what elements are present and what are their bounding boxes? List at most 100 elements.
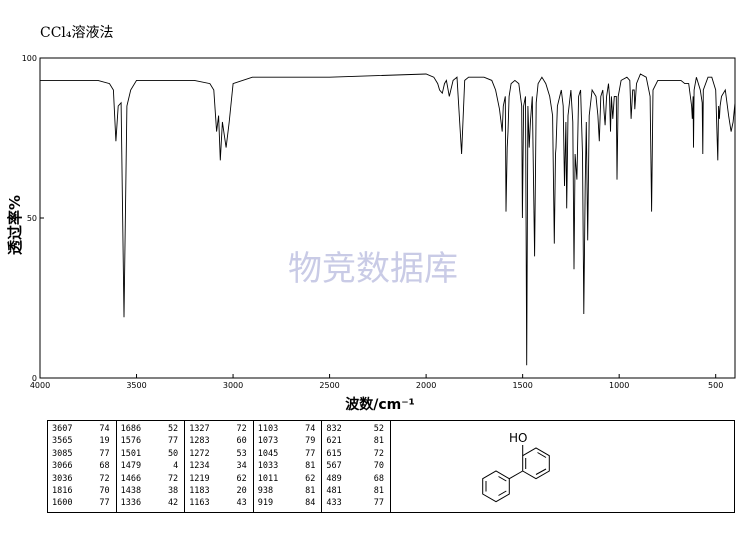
peak-wavenumber: 1466 bbox=[120, 473, 142, 484]
peak-wavenumber: 832 bbox=[326, 424, 342, 434]
peak-wavenumber: 621 bbox=[326, 436, 342, 447]
x-tick-label: 2500 bbox=[319, 381, 339, 390]
peak-row: 1479 4 bbox=[117, 460, 185, 472]
peak-wavenumber: 489 bbox=[326, 473, 342, 484]
peak-row: 1234 34 bbox=[185, 460, 253, 472]
peak-wavenumber: 1183 bbox=[189, 485, 210, 496]
peak-row: 938 81 bbox=[254, 485, 322, 497]
peak-transmittance: 77 bbox=[99, 448, 110, 459]
peak-wavenumber: 938 bbox=[257, 485, 274, 496]
peak-transmittance: 81 bbox=[305, 485, 316, 496]
peak-row: 3066 68 bbox=[48, 460, 116, 472]
x-tick-label: 3000 bbox=[223, 381, 243, 390]
peak-wavenumber: 1272 bbox=[189, 448, 210, 459]
peak-wavenumber: 567 bbox=[326, 461, 342, 472]
peak-wavenumber: 1816 bbox=[52, 485, 73, 496]
x-tick-label: 1500 bbox=[512, 381, 532, 390]
peak-row: 1600 77 bbox=[48, 497, 116, 509]
peak-column: 1103 74 1073 79 1045 77 1033 81 1011 62 938 81 919 84 bbox=[254, 421, 323, 512]
peak-transmittance: 74 bbox=[305, 424, 316, 434]
peak-row: 832 52 bbox=[322, 423, 390, 435]
x-tick-label: 500 bbox=[708, 381, 723, 390]
peak-row: 3036 72 bbox=[48, 473, 116, 485]
structure-label: HO bbox=[509, 431, 527, 445]
peak-transmittance: 19 bbox=[99, 436, 110, 447]
x-tick-label: 2000 bbox=[416, 381, 436, 390]
peak-wavenumber: 1501 bbox=[120, 448, 142, 459]
peak-row: 1327 72 bbox=[185, 423, 253, 435]
peak-row: 1283 60 bbox=[185, 435, 253, 447]
peak-transmittance: 70 bbox=[373, 461, 384, 472]
peak-wavenumber: 919 bbox=[257, 498, 274, 509]
x-tick-label: 3500 bbox=[126, 381, 146, 390]
peak-row: 1466 72 bbox=[117, 473, 185, 485]
peak-row: 1033 81 bbox=[254, 460, 322, 472]
peak-row: 1272 53 bbox=[185, 448, 253, 460]
peak-row: 621 81 bbox=[322, 435, 390, 447]
peak-transmittance: 77 bbox=[373, 498, 384, 509]
peak-transmittance: 68 bbox=[373, 473, 384, 484]
peak-wavenumber: 481 bbox=[326, 485, 342, 496]
x-tick-label: 4000 bbox=[30, 381, 50, 390]
peak-wavenumber: 3036 bbox=[52, 473, 73, 484]
spectrum-line bbox=[40, 73, 736, 366]
peak-wavenumber: 1327 bbox=[189, 424, 210, 434]
peak-row: 3607 74 bbox=[48, 423, 116, 435]
peak-row: 1501 50 bbox=[117, 448, 185, 460]
peak-transmittance: 62 bbox=[236, 473, 247, 484]
peak-wavenumber: 3085 bbox=[52, 448, 73, 459]
peak-transmittance: 34 bbox=[236, 461, 247, 472]
peak-table: 3607 74 3565 19 3085 77 3066 68 3036 72 1816 70 1600… bbox=[47, 420, 391, 513]
peak-wavenumber: 1219 bbox=[189, 473, 210, 484]
peak-wavenumber: 433 bbox=[326, 498, 342, 509]
peak-transmittance: 4 bbox=[173, 461, 179, 472]
peak-wavenumber: 1600 bbox=[52, 498, 73, 509]
peak-row: 615 72 bbox=[322, 448, 390, 460]
peak-wavenumber: 1336 bbox=[120, 498, 142, 509]
peak-column: 1327 72 1283 60 1272 53 1234 34 1219 62 1183 20 1163… bbox=[185, 421, 254, 512]
peak-row: 1103 74 bbox=[254, 423, 322, 435]
peak-row: 1011 62 bbox=[254, 473, 322, 485]
peak-transmittance: 72 bbox=[99, 473, 110, 484]
peak-wavenumber: 1011 bbox=[257, 473, 279, 484]
peak-wavenumber: 1033 bbox=[257, 461, 279, 472]
peak-column: 1686 52 1576 77 1501 50 1479 4 1466 72 1438 38 1336 4… bbox=[117, 421, 186, 512]
y-tick-label: 0 bbox=[32, 374, 37, 383]
peak-transmittance: 42 bbox=[167, 498, 179, 509]
peak-transmittance: 74 bbox=[99, 424, 110, 434]
peak-wavenumber: 1686 bbox=[120, 424, 142, 434]
peak-transmittance: 60 bbox=[236, 436, 247, 447]
peak-transmittance: 62 bbox=[305, 473, 316, 484]
page-title: CCl₄溶液法 bbox=[40, 25, 114, 41]
peak-row: 3085 77 bbox=[48, 448, 116, 460]
peak-wavenumber: 1163 bbox=[189, 498, 210, 509]
peak-transmittance: 72 bbox=[373, 448, 384, 459]
peak-row: 433 77 bbox=[322, 497, 390, 509]
peak-wavenumber: 1283 bbox=[189, 436, 210, 447]
peak-transmittance: 81 bbox=[305, 461, 316, 472]
peak-transmittance: 70 bbox=[99, 485, 110, 496]
peak-wavenumber: 1479 bbox=[120, 461, 142, 472]
peak-wavenumber: 3066 bbox=[52, 461, 73, 472]
peak-transmittance: 68 bbox=[99, 461, 110, 472]
peak-row: 1686 52 bbox=[117, 423, 185, 435]
peak-wavenumber: 1073 bbox=[257, 436, 279, 447]
peak-wavenumber: 1045 bbox=[257, 448, 279, 459]
peak-row: 1336 42 bbox=[117, 497, 185, 509]
peak-row: 1163 43 bbox=[185, 497, 253, 509]
peak-wavenumber: 3607 bbox=[52, 424, 73, 434]
peak-row: 1073 79 bbox=[254, 435, 322, 447]
peak-transmittance: 79 bbox=[305, 436, 316, 447]
x-tick-label: 1000 bbox=[609, 381, 629, 390]
peak-row: 1183 20 bbox=[185, 485, 253, 497]
peak-row: 1576 77 bbox=[117, 435, 185, 447]
peak-row: 1045 77 bbox=[254, 448, 322, 460]
peak-transmittance: 72 bbox=[236, 424, 247, 434]
peak-transmittance: 53 bbox=[236, 448, 247, 459]
peak-transmittance: 52 bbox=[167, 424, 179, 434]
molecule-structure: HO bbox=[482, 431, 550, 503]
x-axis-label: 波数/cm⁻¹ bbox=[345, 396, 415, 413]
y-tick-label: 50 bbox=[27, 214, 37, 223]
peak-row: 489 68 bbox=[322, 473, 390, 485]
peak-transmittance: 72 bbox=[167, 473, 179, 484]
